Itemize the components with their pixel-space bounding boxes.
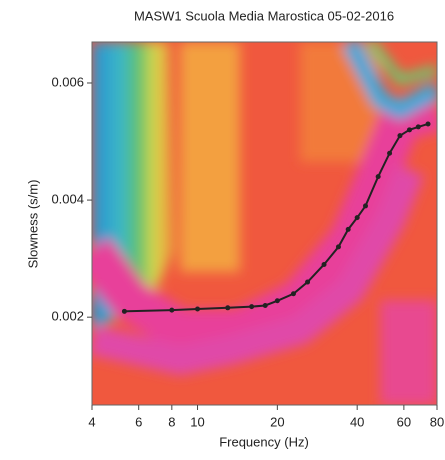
x-tick-label: 8 <box>168 414 175 429</box>
curve-point <box>346 227 351 232</box>
curve-point <box>363 203 368 208</box>
x-tick-label: 6 <box>135 414 142 429</box>
curve-point <box>336 244 341 249</box>
curve-point <box>355 215 360 220</box>
curve-point <box>275 298 280 303</box>
x-tick-label: 4 <box>88 414 95 429</box>
curve-point <box>416 124 421 129</box>
curve-point <box>407 127 412 132</box>
x-tick-label: 60 <box>397 414 411 429</box>
curve-point <box>376 174 381 179</box>
y-tick-label: 0.002 <box>51 309 84 324</box>
x-tick-label: 40 <box>350 414 364 429</box>
page: {"chart_data": {"type": "line", "title":… <box>0 0 445 460</box>
curve-point <box>249 304 254 309</box>
y-axis-label: Slowness (s/m) <box>25 180 40 269</box>
curve-point <box>263 303 268 308</box>
curve-point <box>225 305 230 310</box>
curve-point <box>426 121 431 126</box>
curve-point <box>387 151 392 156</box>
y-tick-label: 0.004 <box>51 192 84 207</box>
chart-title: MASW1 Scuola Media Marostica 05-02-2016 <box>134 8 394 23</box>
curve-point <box>169 308 174 313</box>
y-tick-label: 0.006 <box>51 74 84 89</box>
x-tick-label: 80 <box>430 414 444 429</box>
x-tick-label: 10 <box>190 414 204 429</box>
curve-point <box>122 309 127 314</box>
curve-point <box>322 262 327 267</box>
chart: MASW1 Scuola Media Marostica 05-02-2016 … <box>0 0 445 455</box>
x-tick-label: 20 <box>270 414 284 429</box>
curve-point <box>305 280 310 285</box>
x-axis-label: Frequency (Hz) <box>219 434 309 449</box>
curve-point <box>397 133 402 138</box>
curve-point <box>195 306 200 311</box>
curve-point <box>291 291 296 296</box>
heatmap <box>92 42 437 405</box>
